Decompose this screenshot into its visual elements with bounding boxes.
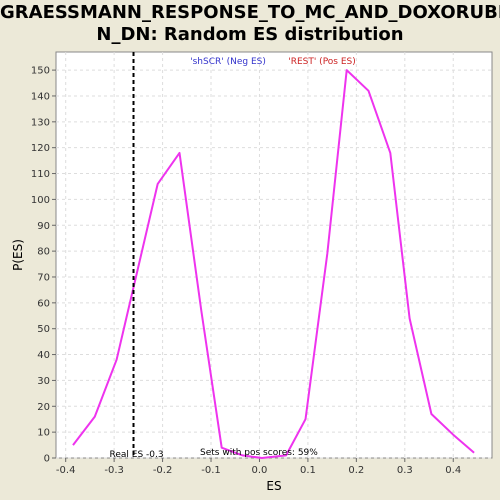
plot-area <box>55 51 493 459</box>
y-tick-label: 150 <box>31 66 50 77</box>
pos-scores-text: Sets with pos scores: 59% <box>200 448 318 458</box>
y-tick-label: 30 <box>37 376 50 387</box>
chart-title-line-2: N_DN: Random ES distribution <box>96 24 404 45</box>
y-tick-label: 110 <box>31 169 50 180</box>
x-tick-label: 0.0 <box>252 465 268 476</box>
y-tick-label: 100 <box>31 195 50 206</box>
y-axis-label: P(ES) <box>11 239 25 271</box>
y-tick-label: 50 <box>37 324 50 335</box>
chart-title: GRAESSMANN_RESPONSE_TO_MC_AND_DOXORUBICI… <box>0 2 500 46</box>
y-tick-label: 60 <box>37 298 50 309</box>
x-tick-label: 0.2 <box>348 465 364 476</box>
axes: 0 10 20 30 40 50 60 70 80 90 100 110 120 130 140 150 -0.… <box>31 66 461 476</box>
x-tick-label: 0.4 <box>445 465 461 476</box>
legend-neg-label: 'shSCR' (Neg ES) <box>190 57 266 67</box>
x-tick-label: 0.3 <box>397 465 413 476</box>
legend-pos-label: 'REST' (Pos ES) <box>288 57 356 67</box>
grid-lines <box>56 52 492 459</box>
y-tick-label: 120 <box>31 143 50 154</box>
chart-title-line-1: GRAESSMANN_RESPONSE_TO_MC_AND_DOXORUBICI <box>0 2 500 23</box>
x-tick-label: -0.3 <box>104 465 124 476</box>
x-tick-label: -0.4 <box>56 465 76 476</box>
es-distribution-line <box>72 69 475 459</box>
y-tick-label: 80 <box>37 247 50 258</box>
series-layer <box>72 69 475 459</box>
x-tick-label: 0.1 <box>300 465 316 476</box>
y-tick-label: 40 <box>37 350 50 361</box>
y-tick-label: 90 <box>37 221 50 232</box>
y-tick-label: 0 <box>44 454 50 465</box>
x-tick-label: -0.2 <box>153 465 173 476</box>
x-tick-label: -0.1 <box>201 465 221 476</box>
y-tick-label: 140 <box>31 91 50 102</box>
y-tick-label: 70 <box>37 272 50 283</box>
y-tick-label: 130 <box>31 117 50 128</box>
x-axis-label: ES <box>266 479 281 493</box>
y-tick-label: 10 <box>37 428 50 439</box>
y-tick-label: 20 <box>37 402 50 413</box>
real-es-label: Real ES -0.3 <box>110 450 164 460</box>
